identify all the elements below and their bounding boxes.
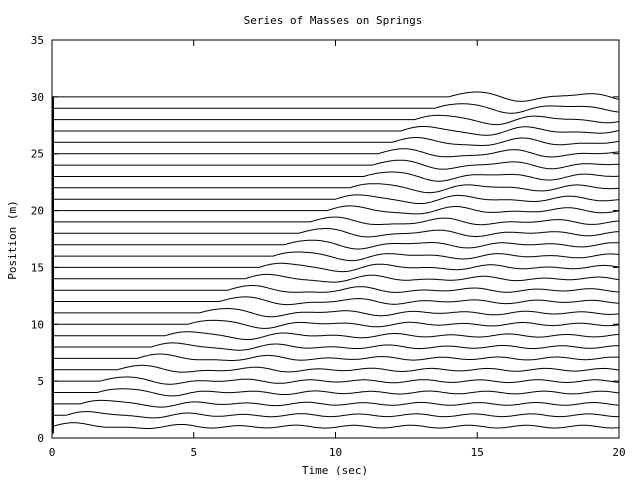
y-tick-label: 5 [37,375,44,388]
mass-series-line [52,399,620,408]
y-tick-label: 0 [37,432,44,445]
mass-series-line [52,126,620,136]
mass-series-line [52,183,620,194]
mass-series-line [51,422,620,429]
mass-series-line [52,388,620,397]
mass-series-line [52,114,620,126]
mass-series-line [52,342,619,351]
y-tick-label: 10 [31,318,44,331]
mass-series-line [52,376,620,385]
mass-series-line [52,171,619,182]
mass-series-line [52,296,620,306]
mass-series-line [52,353,620,361]
x-tick-label: 5 [190,446,197,459]
y-axis: 0 5 10 15 20 25 30 35 [31,34,619,445]
mass-series-line [52,194,620,204]
mass-series-line [52,251,620,262]
x-axis: 0 5 10 15 20 [49,40,626,459]
mass-series-line [52,319,620,329]
y-tick-label: 30 [31,91,44,104]
mass-series-line [52,239,620,250]
plot-lines [51,91,620,434]
mass-series-line [52,262,620,273]
mass-series-line [52,411,619,419]
mass-series-line [52,285,619,293]
x-tick-label: 15 [471,446,484,459]
x-tick-label: 10 [329,446,342,459]
mass-series-line [52,308,620,318]
chart-title: Series of Masses on Springs [244,14,423,27]
x-axis-label: Time (sec) [302,464,368,477]
y-axis-label: Position (m) [6,200,19,279]
mass-series-line [52,331,620,340]
mass-series-line [52,91,620,102]
x-tick-label: 0 [49,446,56,459]
mass-series-line [52,137,620,146]
mass-series-line [52,273,620,283]
mass-series-line [52,148,620,158]
x-tick-label: 20 [612,446,625,459]
y-tick-label: 20 [31,205,44,218]
mass-series-line [52,205,620,215]
mass-series-line [52,364,620,373]
y-tick-label: 35 [31,34,44,47]
mass-series-line [52,228,620,238]
mass-series-line [52,216,620,226]
mass-series-line [52,103,620,114]
mass-series-line [52,159,620,170]
y-tick-label: 15 [31,261,44,274]
y-tick-label: 25 [31,148,44,161]
